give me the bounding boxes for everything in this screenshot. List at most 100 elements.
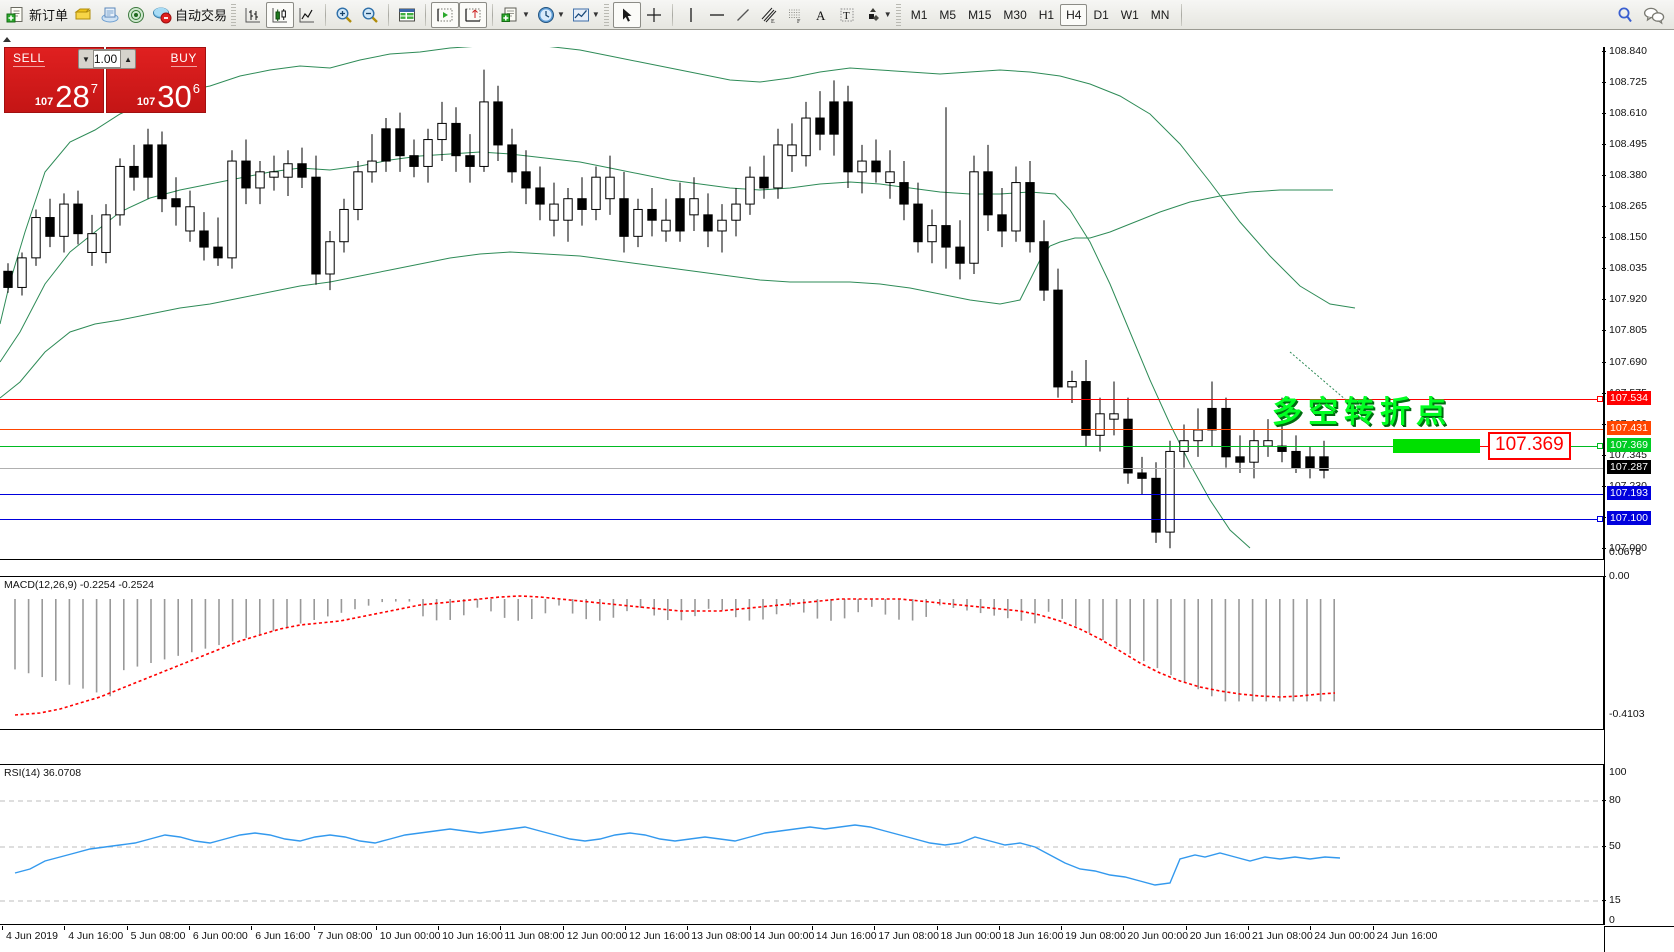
price-axis-tick-label: 107.805 [1609, 324, 1647, 337]
zoom-out-icon [360, 5, 380, 25]
candle-body [535, 187, 545, 205]
price-axis-tick-mark [1602, 144, 1606, 146]
price-level-tag[interactable]: 107.193 [1607, 486, 1651, 500]
svg-text:E: E [771, 19, 775, 25]
toolbar-grip-2[interactable] [603, 3, 609, 26]
price-axis-tick-label: 108.495 [1609, 138, 1647, 151]
price-level-handle-107369[interactable] [1597, 443, 1603, 449]
price-level-tag[interactable]: 107.431 [1607, 421, 1651, 435]
bar-chart-button[interactable] [240, 2, 266, 28]
clock-chevron-down-icon[interactable]: ▼ [556, 10, 565, 19]
zoom-in-button[interactable] [331, 2, 357, 28]
candle-body [325, 241, 335, 275]
trendline-tool-button[interactable] [730, 2, 756, 28]
cursor-tool-button[interactable] [612, 1, 641, 28]
buy-price-fraction: 6 [192, 81, 200, 96]
auto-scroll-button[interactable] [431, 1, 460, 28]
rsi-axis-tick-label: 15 [1609, 894, 1621, 906]
shapes-chevron-down-icon[interactable]: ▼ [883, 10, 892, 19]
volume-input[interactable]: 1.00 [92, 50, 122, 68]
price-axis-column[interactable]: 108.840 108.725 108.610 108.495 108.380 108.2… [1602, 31, 1674, 926]
indicators-button[interactable]: ▼ [568, 2, 603, 28]
shapes-tool-button[interactable]: ▼ [860, 2, 895, 28]
toolbar-right-group [1615, 5, 1671, 25]
volume-decrease-button[interactable]: ▼ [81, 54, 90, 64]
equidistant-channel-tool-button[interactable]: E [756, 2, 782, 28]
grid-button[interactable] [394, 2, 420, 28]
candle-body [1193, 429, 1203, 442]
timeframe-m30[interactable]: M30 [1003, 7, 1027, 22]
timeframe-d1[interactable]: D1 [1093, 7, 1109, 22]
timeframe-m1[interactable]: M1 [910, 7, 928, 22]
collapse-triangle-icon[interactable] [3, 36, 11, 42]
chart-shift-button[interactable] [459, 1, 488, 28]
price-axis-tick-mark [1602, 361, 1606, 363]
timeframe-h1[interactable]: H1 [1038, 7, 1055, 22]
one-click-trading-panel[interactable]: SELL 107 28 7 BUY 107 30 6 ▼ 1.00 ▲ [4, 47, 208, 113]
navigator-button[interactable] [123, 2, 149, 28]
toolbar-grip-3[interactable] [895, 3, 901, 26]
macd-pane[interactable]: MACD(12,26,9) -0.2254 -0.2524 [0, 576, 1604, 730]
rsi-axis-tick-mark [1602, 846, 1606, 847]
candle-body [311, 176, 321, 275]
vertical-line-tool-button[interactable] [678, 2, 704, 28]
price-level-line-107193[interactable] [0, 494, 1603, 495]
price-level-handle-107534[interactable] [1597, 396, 1603, 402]
crosshair-tool-button[interactable] [641, 2, 667, 28]
chart-annotation-text[interactable]: 多空转折点 [1272, 395, 1452, 430]
search-magnifier-icon[interactable] [1615, 5, 1635, 25]
price-axis-tick-mark [1602, 516, 1606, 518]
chat-bubbles-icon[interactable] [1643, 5, 1665, 25]
text-tool-button[interactable]: A [808, 2, 834, 28]
price-level-line-107369[interactable] [0, 446, 1603, 447]
autotrading-label: 自动交易 [175, 8, 228, 23]
autotrading-button[interactable]: 自动交易 [149, 2, 230, 28]
candlestick-series [3, 69, 1329, 549]
price-level-line-107534[interactable] [0, 399, 1603, 400]
time-axis-label: 14 Jun 16:00 [815, 930, 877, 942]
price-axis-tick-mark [1602, 485, 1606, 487]
price-level-handle-107100[interactable] [1597, 516, 1603, 522]
price-level-line-107287[interactable] [0, 468, 1603, 469]
time-axis[interactable]: 4 Jun 2019 4 Jun 16:00 5 Jun 08:00 6 Jun 00… [0, 926, 1604, 952]
rsi-pane[interactable]: RSI(14) 36.0708 [0, 764, 1604, 925]
candle-body [731, 203, 741, 221]
price-level-line-107100[interactable] [0, 519, 1603, 520]
green-highlight-marker[interactable] [1393, 439, 1480, 453]
timeframe-m5[interactable]: M5 [939, 7, 957, 22]
price-level-tag[interactable]: 107.369 [1607, 438, 1651, 452]
price-level-tag[interactable]: 107.534 [1607, 391, 1651, 405]
horizontal-line-tool-button[interactable] [704, 2, 730, 28]
toolbar-sep-d [492, 3, 494, 26]
indicators-chevron-down-icon[interactable]: ▼ [591, 10, 600, 19]
line-chart-button[interactable] [294, 2, 320, 28]
templates-button[interactable]: ▼ [498, 2, 533, 28]
fibonacci-tool-button[interactable]: F [782, 2, 808, 28]
price-level-tag[interactable]: 107.100 [1607, 511, 1651, 525]
candlestick-chart-button[interactable] [266, 1, 295, 28]
price-tag-107369[interactable]: 107.369 [1488, 432, 1571, 460]
timeframe-h4[interactable]: H4 [1060, 3, 1088, 26]
candle-body [857, 160, 867, 173]
volume-stepper[interactable]: ▼ 1.00 ▲ [78, 49, 136, 69]
time-axis-label: 20 Jun 16:00 [1189, 930, 1251, 942]
timeframe-mn[interactable]: MN [1150, 7, 1170, 22]
timeframe-w1[interactable]: W1 [1120, 7, 1139, 22]
text-label-tool-button[interactable]: T [834, 2, 860, 28]
data-window-button[interactable] [97, 2, 123, 28]
price-level-tag[interactable]: 107.287 [1607, 460, 1651, 474]
toolbar-grip-1[interactable] [231, 3, 237, 26]
main-toolbar: 新订单 [0, 0, 1674, 30]
zoom-out-button[interactable] [357, 2, 383, 28]
volume-increase-button[interactable]: ▲ [124, 54, 133, 64]
expert-advisors-button[interactable] [71, 2, 97, 28]
period-separators-button[interactable]: ▼ [533, 2, 568, 28]
timeframe-m15[interactable]: M15 [968, 7, 992, 22]
time-axis-tick-mark [500, 926, 502, 930]
price-axis-tick-label: 108.150 [1609, 231, 1647, 244]
price-chart-svg [0, 43, 1356, 549]
new-order-button[interactable]: 新订单 [3, 2, 71, 28]
price-level-line-107431[interactable] [0, 429, 1603, 430]
templates-chevron-down-icon[interactable]: ▼ [522, 10, 530, 19]
price-chart-pane[interactable]: . 多空转折点 107.369 [0, 31, 1604, 560]
